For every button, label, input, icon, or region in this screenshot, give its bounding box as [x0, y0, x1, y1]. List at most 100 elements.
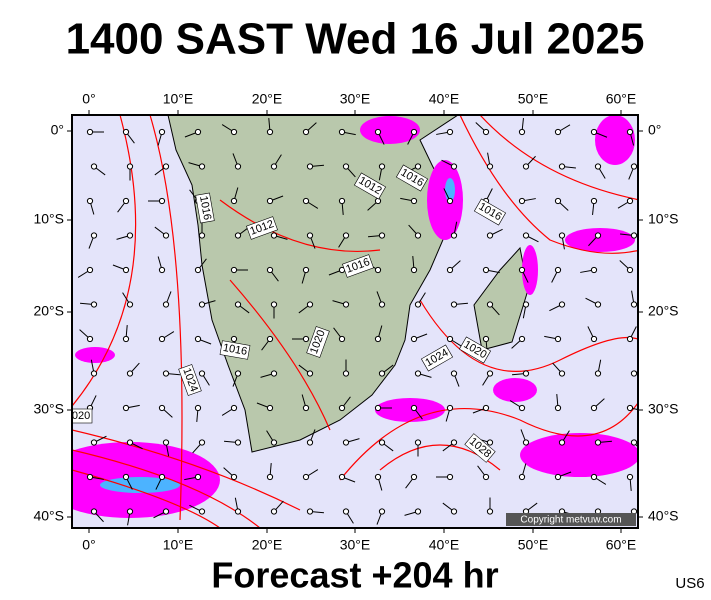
station	[378, 370, 386, 377]
station	[450, 370, 458, 377]
lon-label-bottom: 30°E	[340, 537, 371, 553]
station	[126, 163, 134, 170]
station	[122, 473, 130, 481]
station	[230, 128, 238, 136]
axes: 0° 0° 10°E 10°E 20°E 20°E 30°E 30°E 40°E 40°E 50°E…	[33, 91, 678, 553]
code: US6	[675, 575, 704, 592]
lat-label-left: 30°S	[33, 401, 64, 417]
station	[630, 163, 638, 170]
station	[266, 404, 274, 412]
station	[378, 232, 386, 239]
station	[410, 404, 418, 412]
station	[518, 404, 526, 412]
station	[270, 301, 278, 308]
station	[414, 370, 422, 377]
station	[522, 301, 530, 308]
station	[302, 128, 310, 136]
lat-label-right: 30°S	[648, 401, 679, 417]
station	[558, 163, 566, 170]
station	[194, 128, 202, 136]
isobar-label: 1016	[342, 254, 374, 278]
isobar-label-box	[420, 344, 454, 372]
station	[626, 197, 634, 205]
station	[554, 128, 562, 136]
station	[554, 404, 562, 412]
station	[446, 473, 454, 481]
lat-label-right: 0°	[648, 122, 661, 138]
station	[126, 508, 134, 515]
station	[126, 439, 134, 446]
station	[122, 335, 130, 343]
station	[234, 232, 242, 239]
station	[590, 128, 598, 136]
station	[266, 197, 274, 205]
station	[630, 232, 638, 239]
station	[558, 301, 566, 308]
station	[306, 439, 314, 446]
station	[378, 439, 386, 446]
station	[522, 439, 530, 446]
isobar-label-box	[306, 326, 330, 358]
station	[158, 404, 166, 412]
station	[158, 197, 166, 205]
station	[90, 301, 98, 308]
station	[338, 404, 346, 412]
lat-label-right: 40°S	[648, 508, 679, 524]
lon-label-top: 40°E	[429, 91, 460, 107]
station	[194, 335, 202, 343]
station	[126, 232, 134, 239]
station	[482, 266, 490, 274]
station	[486, 301, 494, 308]
station	[518, 197, 526, 205]
station	[374, 335, 382, 343]
station	[234, 439, 242, 446]
station	[378, 163, 386, 170]
station	[374, 197, 382, 205]
station	[90, 508, 98, 515]
map: 1016101210121016101610161020101610241024…	[72, 115, 638, 528]
station	[554, 197, 562, 205]
station	[446, 128, 454, 136]
station	[482, 473, 490, 481]
station	[270, 163, 278, 170]
lon-label-top: 10°E	[163, 91, 194, 107]
station	[86, 335, 94, 343]
isobar-label: 1016	[195, 192, 215, 224]
station	[90, 163, 98, 170]
station	[230, 197, 238, 205]
lat-label-left: 0°	[51, 122, 64, 138]
station	[302, 197, 310, 205]
station	[590, 197, 598, 205]
lon-label-top: 50°E	[518, 91, 549, 107]
isobar-label-box	[395, 164, 429, 192]
isobar-label-box	[195, 192, 215, 224]
isobar-label-box	[342, 254, 374, 278]
isobar-label-box	[72, 408, 93, 424]
station	[522, 232, 530, 239]
station	[554, 266, 562, 274]
station	[590, 404, 598, 412]
station	[374, 266, 382, 274]
station	[446, 404, 454, 412]
station	[306, 301, 314, 308]
station	[378, 301, 386, 308]
station	[590, 266, 598, 274]
station	[230, 335, 238, 343]
station	[234, 301, 242, 308]
station	[162, 508, 170, 515]
station	[198, 439, 206, 446]
station	[86, 197, 94, 205]
station	[342, 508, 350, 515]
station	[590, 335, 598, 343]
forecast: Forecast +204 hr	[211, 555, 498, 596]
lon-label-bottom: 40°E	[429, 537, 460, 553]
copyright: Copyright metvuw.com	[520, 515, 621, 526]
isobar-label-box	[178, 364, 202, 396]
station	[446, 335, 454, 343]
station	[306, 232, 314, 239]
station	[482, 404, 490, 412]
lon-label-bottom: 0°	[82, 537, 95, 553]
station	[414, 301, 422, 308]
station	[522, 370, 530, 377]
lat-label-left: 10°S	[33, 211, 64, 227]
